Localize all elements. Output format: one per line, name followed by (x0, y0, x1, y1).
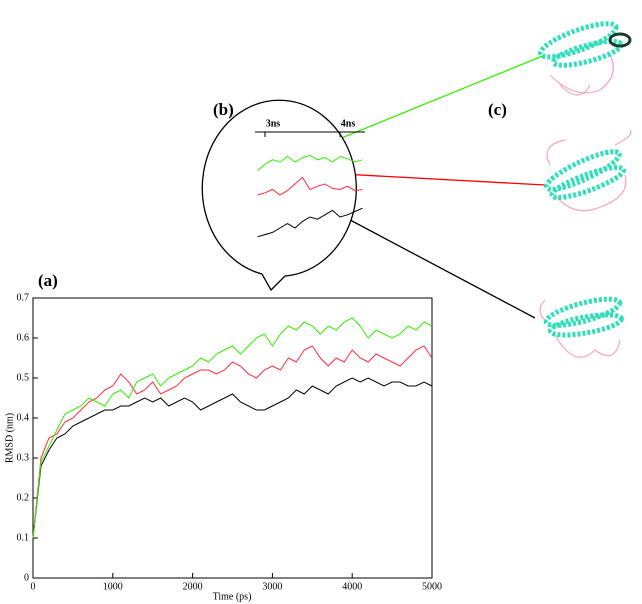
data-line (257, 154, 363, 172)
y-tick-label: 0.4 (17, 412, 30, 423)
y-tick-label: 0.5 (17, 372, 30, 383)
protein-structure (539, 296, 624, 358)
x-tick-label: 3000 (262, 581, 282, 592)
y-tick-label: 0.2 (17, 492, 30, 503)
protein-structure (538, 21, 632, 96)
inset-bubble (201, 99, 357, 292)
y-tick-label: 0.7 (17, 292, 30, 303)
x-tick-label: 0 (31, 581, 36, 592)
x-tick-label: 3ns (266, 118, 281, 129)
x-tick-label: 4000 (342, 581, 362, 592)
protein-structure (543, 129, 632, 212)
plot-frame (32, 297, 433, 579)
x-tick-label: 2000 (183, 581, 203, 592)
y-tick-label: 0.3 (17, 452, 30, 463)
y-axis-label: RMSD (nm) (4, 413, 15, 463)
x-axis-label: Time (ps) (213, 591, 252, 602)
panel-label: (a) (38, 271, 58, 290)
x-tick-label: 5000 (422, 581, 442, 592)
panel-label: (c) (488, 100, 507, 119)
data-line (32, 317, 433, 539)
data-line (257, 207, 363, 238)
y-tick-label: 0.6 (17, 332, 30, 343)
x-tick-label: 4ns (341, 118, 356, 129)
y-tick-label: 0 (24, 572, 29, 583)
data-line (32, 345, 433, 539)
data-line (32, 377, 433, 539)
connector (334, 211, 536, 319)
y-tick-label: 0.1 (17, 532, 30, 543)
panel-label: (b) (213, 100, 234, 119)
x-tick-label: 1000 (103, 581, 123, 592)
data-line (257, 176, 363, 196)
